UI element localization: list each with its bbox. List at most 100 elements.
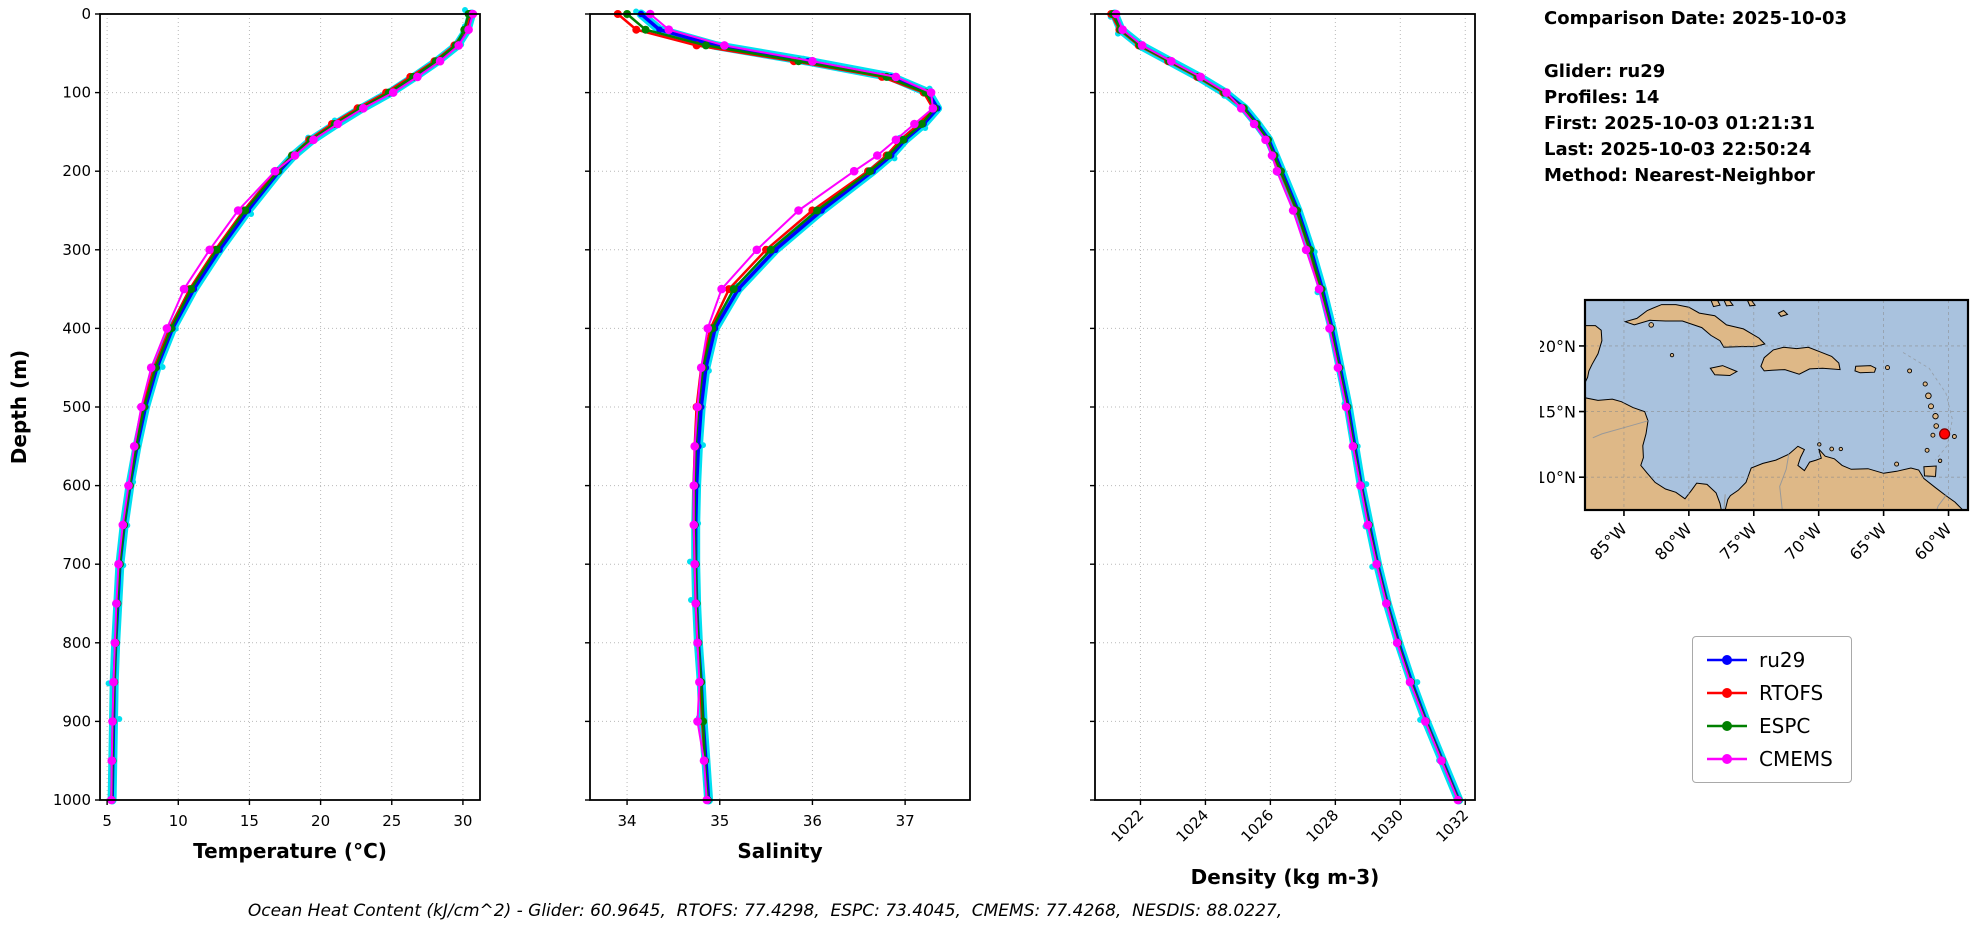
svg-text:1000: 1000 xyxy=(53,791,91,809)
temperature-profile-chart: 5 10 15 20 25 30 0 100 200 300 400 500 600 700 800 900 1… xyxy=(0,0,510,894)
svg-text:15: 15 xyxy=(240,812,259,830)
info-panel: Comparison Date: 2025-10-03 Glider: ru29… xyxy=(1544,6,1847,189)
map-lon-tick-label: 70°W xyxy=(1781,519,1826,564)
island-dot xyxy=(1951,434,1957,439)
legend-label: ru29 xyxy=(1759,648,1806,672)
depth-axis-label: Depth (m) xyxy=(7,350,31,464)
svg-text:5: 5 xyxy=(102,812,112,830)
svg-text:1030: 1030 xyxy=(1367,806,1407,846)
map-lon-tick-label: 80°W xyxy=(1651,519,1696,564)
map-lat-tick-label: 15°N xyxy=(1540,403,1576,422)
map-lat-tick-label: 10°N xyxy=(1540,468,1576,487)
island-dot xyxy=(1937,458,1943,463)
map-lat-tick-label: 20°N xyxy=(1540,337,1576,356)
land-polygon xyxy=(1709,365,1739,377)
svg-text:0: 0 xyxy=(81,5,91,23)
svg-text:200: 200 xyxy=(62,162,91,180)
svg-text:1026: 1026 xyxy=(1237,806,1277,846)
info-line: Profiles: 14 xyxy=(1544,87,1660,108)
island-dot xyxy=(1925,392,1932,400)
svg-text:35: 35 xyxy=(710,812,729,830)
island-dot xyxy=(1932,413,1939,420)
island-dot xyxy=(1838,446,1843,452)
legend-entry-espc: ESPC xyxy=(1705,714,1833,738)
temperature-profile-plot: 5 10 15 20 25 3001002003004005006007008009001… xyxy=(7,5,481,863)
ocean-heat-content-footer: Ocean Heat Content (kJ/cm^2) - Glider: 6… xyxy=(247,901,1283,921)
svg-text:20: 20 xyxy=(311,812,330,830)
salinity-profile-plot: 34 35 36 37 Salinity xyxy=(585,8,971,863)
temperature-profile-xlabel: Temperature (°C) xyxy=(193,839,387,863)
island-dot xyxy=(1928,403,1934,410)
svg-text:1032: 1032 xyxy=(1432,806,1472,846)
country-border xyxy=(1779,454,1790,511)
legend-line-marker-icon xyxy=(1707,754,1747,764)
island-dot xyxy=(1924,447,1930,453)
country-border xyxy=(1723,494,1726,511)
svg-text:700: 700 xyxy=(62,555,91,573)
caribbean-location-map: 10°N 15°N 20°N 85°W 80°W 75°W 70°W 65°W 60°W xyxy=(1536,290,1984,594)
map-lon-tick-label: 60°W xyxy=(1911,519,1956,564)
land-polygon xyxy=(1584,325,1722,511)
island-dot xyxy=(1885,365,1890,371)
island-dot xyxy=(1933,423,1939,429)
svg-text:37: 37 xyxy=(896,812,915,830)
svg-text:34: 34 xyxy=(618,812,637,830)
svg-text:25: 25 xyxy=(382,812,401,830)
legend-entry-cmems: CMEMS xyxy=(1705,747,1833,771)
land-polygon xyxy=(1623,304,1766,348)
land-polygon xyxy=(1760,346,1841,375)
salinity-profile-chart: 34 35 36 37 Salinity xyxy=(490,0,1000,894)
svg-text:100: 100 xyxy=(62,84,91,102)
island-dot xyxy=(1648,322,1654,328)
map-lon-tick-label: 65°W xyxy=(1846,519,1891,564)
map-lon-tick-label: 85°W xyxy=(1586,519,1631,564)
info-line: Last: 2025-10-03 22:50:24 xyxy=(1544,139,1812,160)
island-dot xyxy=(1922,381,1928,387)
glider-info-lines: Glider: ru29 Profiles: 14 First: 2025-10-0… xyxy=(1544,59,1847,189)
legend-line-marker-icon xyxy=(1707,655,1747,665)
svg-text:900: 900 xyxy=(62,712,91,730)
salinity-profile-xlabel: Salinity xyxy=(737,839,822,863)
legend-entry-ru29: ru29 xyxy=(1705,648,1833,672)
land-polygon xyxy=(1777,309,1789,317)
legend: ru29 RTOFS ESPC CMEMS xyxy=(1692,636,1852,783)
legend-line-marker-icon xyxy=(1707,721,1747,731)
legend-entry-rtofs: RTOFS xyxy=(1705,681,1833,705)
island-dot xyxy=(1907,368,1913,374)
svg-text:400: 400 xyxy=(62,319,91,337)
svg-text:500: 500 xyxy=(62,398,91,416)
comparison-date-text: Comparison Date: 2025-10-03 xyxy=(1544,8,1848,29)
density-profile-xlabel: Density (kg m-3) xyxy=(1191,865,1380,889)
svg-text:30: 30 xyxy=(453,812,472,830)
info-line: First: 2025-10-03 01:21:31 xyxy=(1544,113,1816,134)
maritime-boundary xyxy=(1902,352,1953,461)
country-border xyxy=(1936,495,1947,511)
glider-position-marker xyxy=(1939,428,1951,440)
island-dot xyxy=(1894,461,1900,467)
island-dot xyxy=(1829,446,1835,452)
info-line: Method: Nearest-Neighbor xyxy=(1544,165,1815,186)
svg-text:1022: 1022 xyxy=(1108,806,1148,846)
map-plot: 10°N 15°N 20°N 85°W 80°W 75°W 70°W 65°W 60°W xyxy=(1536,298,1970,564)
legend-label: ESPC xyxy=(1759,714,1811,738)
land-polygon xyxy=(1923,465,1937,478)
svg-text:600: 600 xyxy=(62,477,91,495)
land-polygon xyxy=(1854,365,1877,374)
density-profile-chart: 1022 1024 1026 1028 1030 1032 Density (kg m-3) xyxy=(995,0,1505,894)
svg-text:800: 800 xyxy=(62,634,91,652)
map-lon-tick-label: 75°W xyxy=(1716,519,1761,564)
land-polygon xyxy=(1724,445,1964,511)
country-border xyxy=(1592,420,1649,439)
legend-label: RTOFS xyxy=(1759,681,1824,705)
island-dot xyxy=(1930,432,1936,438)
svg-text:1028: 1028 xyxy=(1302,806,1342,846)
island-dot xyxy=(1817,442,1822,447)
svg-text:300: 300 xyxy=(62,241,91,259)
svg-text:1024: 1024 xyxy=(1173,806,1213,846)
legend-label: CMEMS xyxy=(1759,747,1833,771)
svg-text:10: 10 xyxy=(169,812,188,830)
legend-line-marker-icon xyxy=(1707,688,1747,698)
svg-text:36: 36 xyxy=(803,812,822,830)
density-profile-plot: 1022 1024 1026 1028 1030 1032 Density (kg m-3) xyxy=(1090,9,1476,889)
